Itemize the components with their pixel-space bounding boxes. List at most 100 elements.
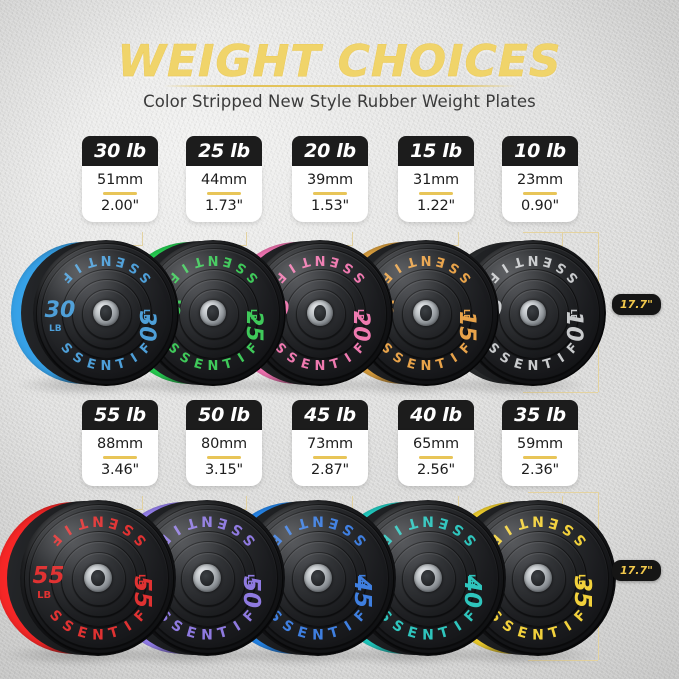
spec-card-divider [313,192,347,195]
spec-card-divider [103,192,137,195]
spec-card-15lb[interactable]: 15 lb 31mm 1.22" [398,136,474,222]
bracket-bottom-line [528,660,598,661]
spec-card-thickness-inch: 2.56" [417,461,455,478]
spec-card-thickness-mm: 80mm [201,436,247,452]
page-subtitle: Color Stripped New Style Rubber Weight P… [143,92,536,111]
spec-card-body: 65mm 2.56" [398,430,474,486]
spec-card-thickness-inch: 3.15" [205,461,243,478]
spec-card-thickness-inch: 1.73" [205,197,243,214]
spec-card-35lb[interactable]: 35 lb 59mm 2.36" [502,400,578,486]
plate-groove [512,552,566,606]
spec-card-thickness-mm: 23mm [517,172,563,188]
spec-card-weight-label: 55 lb [82,400,158,430]
spec-card-thickness-inch: 2.00" [101,197,139,214]
weight-plate-55lb[interactable]: F I T N E S S F I T N E S S 55 LB 55 LB [0,500,176,666]
spec-card-weight-label: 40 lb [398,400,474,430]
spec-card-divider [103,456,137,459]
plate-groove [61,541,137,617]
page-title: WEIGHT CHOICES [117,36,562,88]
spec-card-thickness-mm: 88mm [97,436,143,452]
spec-card-25lb[interactable]: 25 lb 44mm 1.73" [186,136,262,222]
spec-card-divider [313,456,347,459]
bracket-top-line [523,232,598,233]
spec-card-thickness-mm: 31mm [413,172,459,188]
diameter-badge-2: 17.7" [612,560,661,581]
card-leader-line [458,232,459,246]
spec-card-divider [419,192,453,195]
spec-card-thickness-mm: 39mm [307,172,353,188]
spec-card-body: 80mm 3.15" [186,430,262,486]
plate-groove [401,288,453,340]
spec-card-thickness-inch: 0.90" [521,197,559,214]
spec-card-weight-label: 45 lb [292,400,368,430]
plate-unit-right: LB [244,574,255,587]
spec-card-thickness-mm: 73mm [307,436,353,452]
plate-groove [41,248,173,380]
plate-groove [508,288,560,340]
spec-card-20lb[interactable]: 20 lb 39mm 1.53" [292,136,368,222]
spec-card-55lb[interactable]: 55 lb 88mm 3.46" [82,400,158,486]
plate-groove [28,508,170,650]
plate-face: F I T N E S S F I T N E S S 55 LB 55 LB [20,500,176,656]
card-leader-line [246,232,247,246]
spec-card-weight-label: 30 lb [82,136,158,166]
plate-unit-right: LB [575,574,586,587]
spec-card-weight-label: 50 lb [186,400,262,430]
plate-groove [402,552,456,606]
plate-groove [81,288,133,340]
card-leader-line [246,496,247,510]
spec-card-divider [207,456,241,459]
plate-groove [36,243,178,385]
plate-unit-right: LB [355,574,366,587]
plate-hub-hole [419,305,433,321]
spec-card-divider [207,192,241,195]
spec-card-thickness-inch: 1.53" [311,197,349,214]
title-underline [163,85,516,87]
card-leader-line [562,232,563,246]
spec-card-weight-label: 10 lb [502,136,578,166]
plate-groove [178,278,250,350]
spec-card-body: 51mm 2.00" [82,166,158,222]
plate-groove [181,552,235,606]
plate-groove [292,552,346,606]
plate-hub-hole [531,569,545,587]
spec-card-weight-label: 15 lb [398,136,474,166]
plate-hub-hole [91,569,105,587]
spec-card-30lb[interactable]: 30 lb 51mm 2.00" [82,136,158,222]
card-leader-line [352,496,353,510]
spec-card-weight-label: 20 lb [292,136,368,166]
card-leader-line [142,496,143,510]
spec-card-50lb[interactable]: 50 lb 80mm 3.15" [186,400,262,486]
spec-card-thickness-mm: 59mm [517,436,563,452]
plate-groove [285,278,357,350]
plate-unit-right: LB [465,574,476,587]
plate-hub-hole [526,305,540,321]
spec-card-body: 59mm 2.36" [502,430,578,486]
plate-weight-left: 55 [32,562,65,589]
plate-groove [71,278,143,350]
plate-hub-hole [206,305,220,321]
spec-card-body: 44mm 1.73" [186,166,262,222]
plate-groove [23,503,175,655]
plate-unit-left: LB [37,589,52,601]
spec-card-thickness-inch: 2.87" [311,461,349,478]
spec-card-divider [419,456,453,459]
spec-card-thickness-inch: 2.36" [521,461,559,478]
spec-card-40lb[interactable]: 40 lb 65mm 2.56" [398,400,474,486]
spec-card-body: 88mm 3.46" [82,430,158,486]
card-leader-line [458,496,459,510]
spec-card-divider [523,192,557,195]
spec-card-45lb[interactable]: 45 lb 73mm 2.87" [292,400,368,486]
plate-unit-right: LB [135,574,146,587]
spec-card-weight-label: 35 lb [502,400,578,430]
plate-groove [188,288,240,340]
spec-card-thickness-mm: 65mm [413,436,459,452]
spec-card-thickness-mm: 51mm [97,172,143,188]
spec-card-body: 31mm 1.22" [398,166,474,222]
spec-card-thickness-inch: 1.22" [417,197,455,214]
plate-unit-left: LB [49,324,62,335]
plate-groove [498,278,570,350]
card-leader-line [352,232,353,246]
spec-card-10lb[interactable]: 10 lb 23mm 0.90" [502,136,578,222]
